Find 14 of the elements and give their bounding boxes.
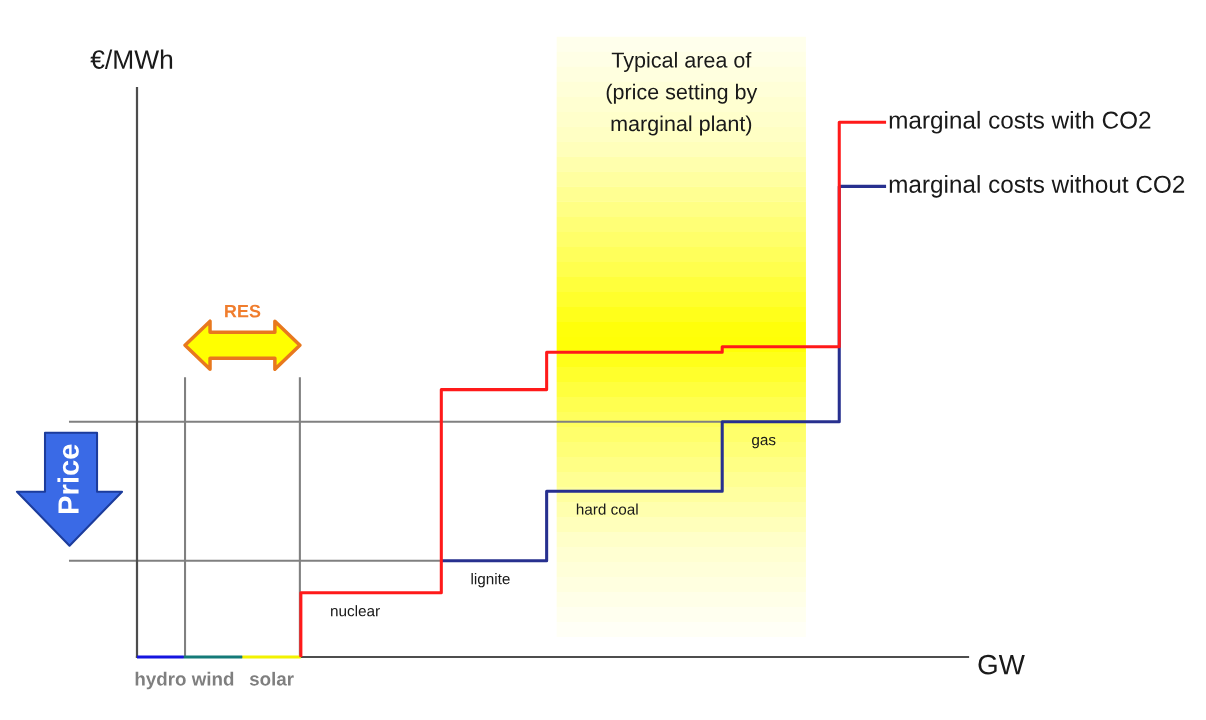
annotation: nuclear <box>331 605 380 617</box>
annotation: lignite <box>471 573 510 588</box>
annotation: gas <box>752 436 776 449</box>
series-label: marginal costs without CO2 <box>889 175 1185 198</box>
text: Price <box>57 444 79 513</box>
x-axis-title: GW <box>978 654 1025 675</box>
series-label: solar <box>249 671 294 686</box>
annotation: RES <box>225 304 261 318</box>
series-label: marginal costs with CO2 <box>889 110 1151 134</box>
y-axis-title: €/MWh <box>90 49 173 69</box>
annotation: hard coal <box>576 503 638 515</box>
series-label: hydro <box>135 671 186 690</box>
series-label: wind <box>191 671 234 686</box>
annotation: Typical area of (price setting by marginal plant) <box>606 51 758 136</box>
